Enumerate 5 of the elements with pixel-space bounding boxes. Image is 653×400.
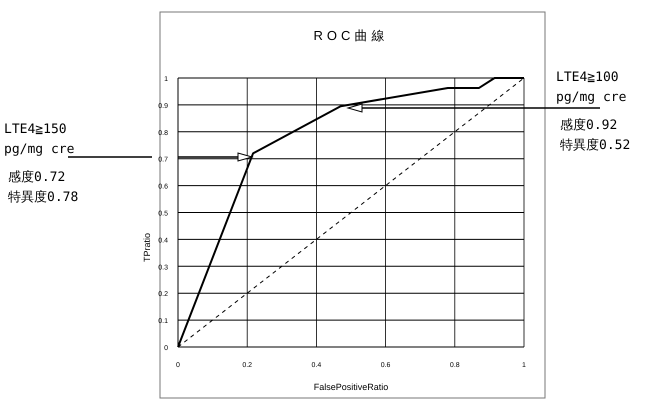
chart-title: ROC曲線 [314, 28, 388, 43]
x-axis-title: FalsePositiveRatio [314, 382, 388, 392]
text: LTE4≧150 pg/mg cre 感度0.72 特異度0.78 [4, 122, 78, 205]
text: LTE4≧100 pg/mg cre 感度0.92 特異度0.52 [556, 70, 630, 153]
y-axis-title: TPratio [142, 232, 152, 262]
